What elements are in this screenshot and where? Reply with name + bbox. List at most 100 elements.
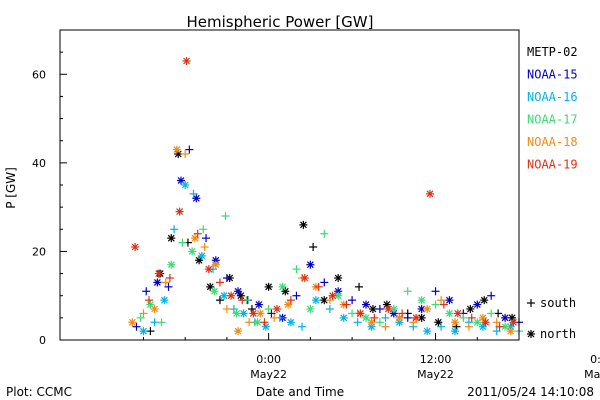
data-point <box>395 313 404 322</box>
footer-credit: Plot: CCMC <box>6 385 72 399</box>
data-point <box>190 234 199 243</box>
data-point <box>220 291 229 300</box>
data-point <box>150 305 159 313</box>
data-point <box>215 296 224 305</box>
data-point <box>325 296 334 305</box>
data-point <box>334 274 343 282</box>
data-point <box>309 243 318 251</box>
data-point <box>437 322 446 331</box>
data-point <box>131 243 140 251</box>
data-point <box>431 300 440 309</box>
data-point <box>473 300 482 309</box>
data-point <box>172 145 181 154</box>
x-tick-date-label: May22 <box>250 368 287 381</box>
data-point <box>509 318 518 327</box>
data-point <box>185 145 194 154</box>
data-point <box>178 238 187 247</box>
data-point <box>189 189 198 198</box>
data-point <box>238 296 247 305</box>
data-point <box>264 282 273 291</box>
y-tick-label: 60 <box>32 68 46 81</box>
data-point <box>306 260 315 269</box>
data-point <box>260 318 269 327</box>
data-point <box>278 282 287 291</box>
data-point <box>150 318 159 327</box>
data-point <box>506 327 515 336</box>
data-point <box>286 296 295 305</box>
data-point <box>425 189 434 198</box>
data-point <box>193 229 202 238</box>
data-point <box>256 309 265 318</box>
data-point <box>292 265 301 274</box>
data-point <box>342 300 351 309</box>
data-point <box>362 313 370 322</box>
legend-entry: NOAA-16 <box>527 90 578 104</box>
data-point <box>167 260 176 269</box>
data-point <box>139 309 148 318</box>
data-point <box>165 274 174 282</box>
data-point <box>197 251 206 260</box>
legend-entry: NOAA-15 <box>527 68 578 82</box>
data-point <box>501 313 510 322</box>
y-tick-label: 20 <box>32 245 46 258</box>
data-point <box>284 300 293 309</box>
data-point <box>314 282 323 291</box>
data-point <box>227 291 236 300</box>
data-point <box>229 305 238 313</box>
data-point <box>478 313 487 322</box>
data-point <box>306 305 315 313</box>
data-point <box>202 234 211 243</box>
data-point <box>167 234 176 243</box>
data-point <box>157 318 166 327</box>
legend-entry: NOAA-19 <box>527 158 578 172</box>
data-point <box>195 256 204 265</box>
data-point <box>132 322 141 331</box>
x-tick-time-label: 0:00 <box>590 353 600 366</box>
data-point <box>164 282 173 291</box>
data-point <box>478 322 487 331</box>
data-point <box>384 305 393 313</box>
data-point <box>480 296 489 305</box>
data-point <box>481 318 490 327</box>
data-point <box>453 309 462 318</box>
data-point <box>267 309 276 318</box>
x-tick-time-label: 0:00 <box>256 353 281 366</box>
legend-entry: NOAA-17 <box>527 113 578 127</box>
chart-title: Hemispheric Power [GW] <box>187 13 374 31</box>
data-point <box>192 194 201 203</box>
legend-symbol-label: south <box>540 296 576 310</box>
data-point <box>356 309 365 318</box>
data-point <box>355 282 364 291</box>
data-point <box>439 300 448 309</box>
data-point <box>199 225 208 234</box>
data-point <box>320 229 329 238</box>
data-point <box>459 313 468 322</box>
footer-timestamp: 2011/05/24 14:10:08 <box>467 385 594 399</box>
data-point <box>200 243 209 251</box>
data-point <box>136 313 145 322</box>
data-point <box>270 313 279 322</box>
data-point <box>239 309 248 318</box>
data-point <box>153 278 162 287</box>
data-point <box>417 296 426 305</box>
data-point <box>232 309 241 318</box>
data-point <box>320 296 329 305</box>
data-point <box>494 309 503 318</box>
data-point <box>211 260 220 269</box>
data-point <box>299 220 308 229</box>
data-point <box>370 313 379 322</box>
legend-entry: NOAA-18 <box>527 135 578 149</box>
data-point <box>445 296 454 305</box>
data-point <box>451 327 460 336</box>
data-point <box>381 313 390 322</box>
data-point <box>367 318 376 327</box>
data-point <box>170 225 179 234</box>
data-point <box>261 322 270 331</box>
data-point <box>381 322 390 331</box>
data-point <box>328 291 337 300</box>
data-point <box>325 305 334 313</box>
data-point <box>362 300 370 309</box>
data-point <box>368 305 377 313</box>
y-tick-label: 0 <box>39 334 46 347</box>
